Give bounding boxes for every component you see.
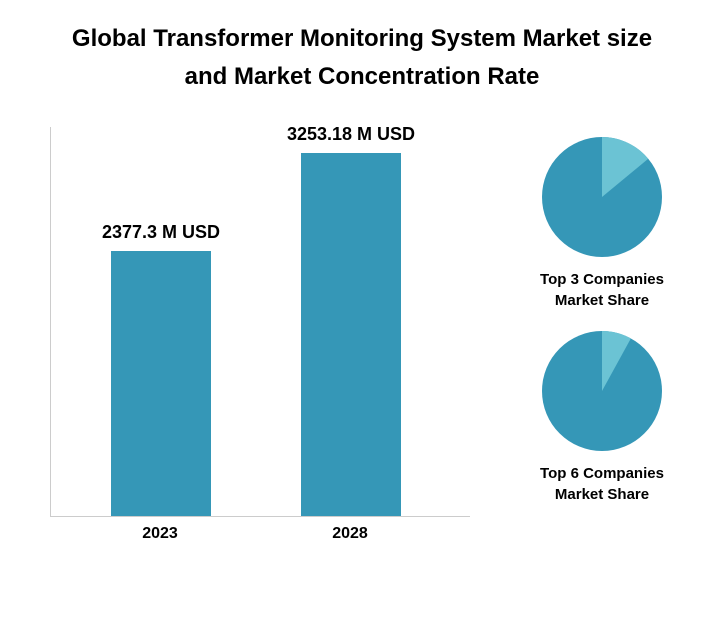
pie-chart-1 [542, 331, 662, 451]
pie-area: Top 3 Companies Market Share Top 6 Compa… [500, 127, 704, 567]
bar-chart-area: 2377.3 M USD 3253.18 M USD 2023 2028 [20, 127, 500, 567]
bar-1 [301, 153, 401, 515]
bar-value-label-1: 3253.18 M USD [271, 124, 431, 145]
pie-block-1: Top 6 Companies Market Share [540, 331, 664, 505]
pie-label-0-line1: Top 3 Companies [540, 271, 664, 288]
pie-label-0-line2: Market Share [555, 292, 649, 309]
title-line-2: and Market Concentration Rate [185, 63, 540, 90]
content-row: 2377.3 M USD 3253.18 M USD 2023 2028 Top… [0, 127, 724, 567]
bar-chart: 2377.3 M USD 3253.18 M USD [50, 127, 470, 517]
pie-block-0: Top 3 Companies Market Share [540, 137, 664, 311]
pie-label-0: Top 3 Companies Market Share [540, 269, 664, 311]
title-line-1: Global Transformer Monitoring System Mar… [72, 25, 652, 52]
pie-label-1-line2: Market Share [555, 486, 649, 503]
bar-value-label-0: 2377.3 M USD [81, 222, 241, 243]
x-axis-label-1: 2028 [310, 525, 390, 543]
pie-label-1-line1: Top 6 Companies [540, 465, 664, 482]
bar-0 [111, 251, 211, 516]
chart-title: Global Transformer Monitoring System Mar… [0, 0, 724, 97]
pie-label-1: Top 6 Companies Market Share [540, 463, 664, 505]
pie-chart-0 [542, 137, 662, 257]
x-axis-label-0: 2023 [120, 525, 200, 543]
